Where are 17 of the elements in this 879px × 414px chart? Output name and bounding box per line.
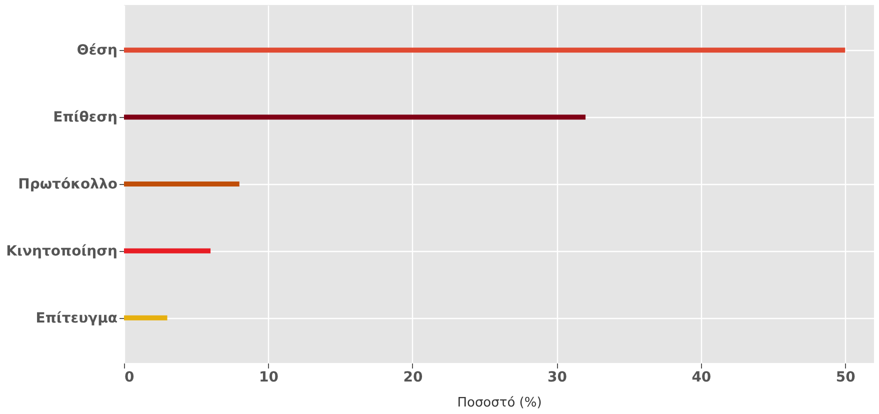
bar [124, 315, 168, 320]
y-tick-label: Επίθεση [53, 110, 118, 126]
bar [124, 48, 846, 53]
x-tick-label: 50 [836, 370, 856, 386]
x-tick-label: 10 [258, 370, 279, 386]
x-axis-title: Ποσοστό (%) [457, 396, 542, 410]
y-tick-label: Κινητοποίηση [6, 243, 118, 260]
y-tick-label: Θέση [76, 42, 118, 59]
x-tick-label: 20 [403, 370, 423, 386]
bar [124, 248, 211, 254]
x-tick-label: 30 [547, 370, 568, 386]
x-tick-label: 0 [124, 370, 134, 386]
bar [124, 182, 240, 186]
bar [124, 114, 586, 120]
y-tick-label: Επίτευγμα [36, 310, 118, 326]
y-tick-label: Πρωτόκολλο [18, 176, 118, 192]
x-tick-label: 40 [692, 370, 712, 386]
